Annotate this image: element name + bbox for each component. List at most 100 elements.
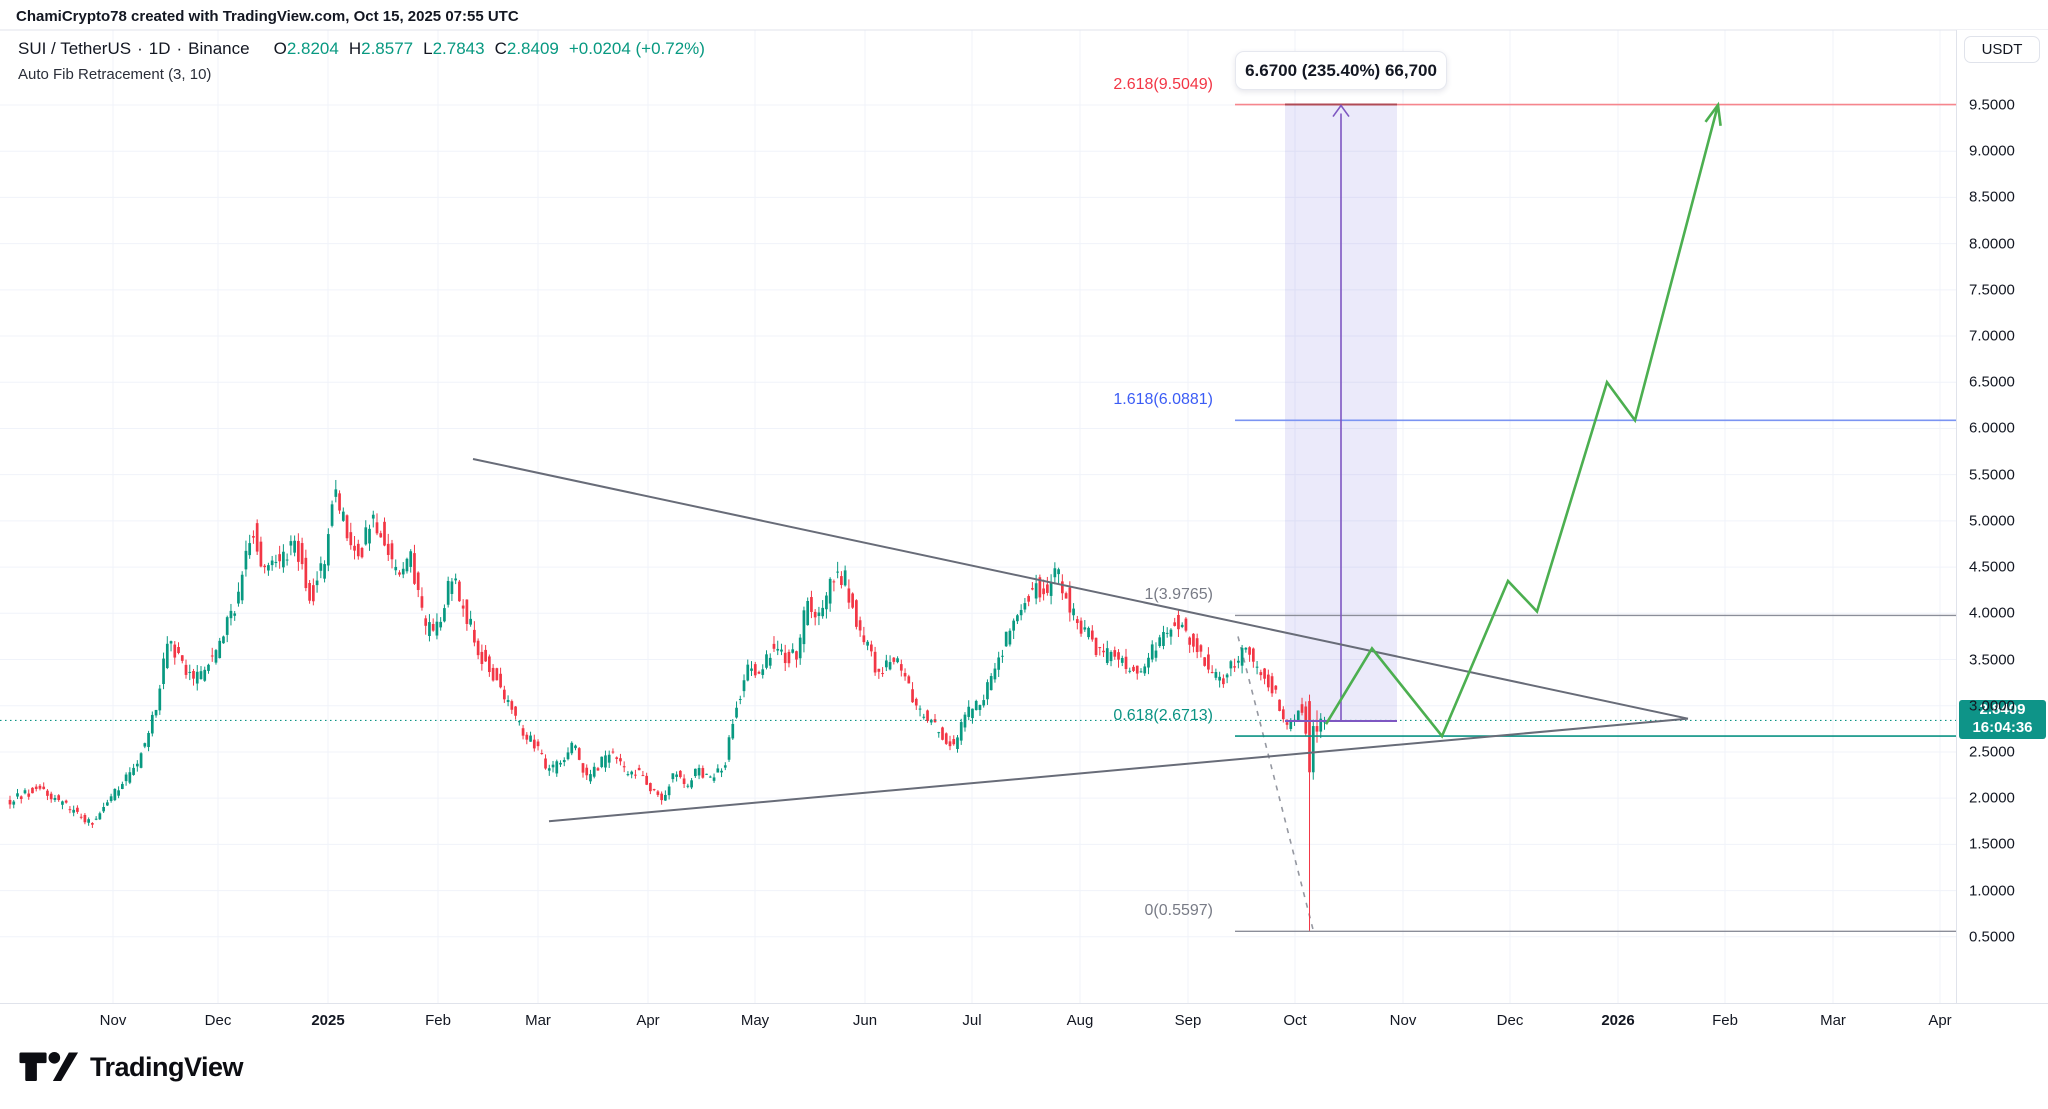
candle-body [383,521,386,546]
candle-body [330,504,334,526]
candle-body [840,576,843,586]
candle-body [240,574,244,601]
candle-body [323,564,326,579]
candle-body [948,741,952,747]
candle-body [109,796,113,801]
candle-body [371,514,375,519]
tradingview-logo-mark [19,1051,79,1082]
indicator-legend[interactable]: Auto Fib Retracement (3, 10) [18,66,212,83]
time-tick-label: May [740,1012,770,1029]
candle-body [1199,645,1203,652]
candle-body [1057,569,1060,575]
candle-body [300,543,304,565]
candle-body [1135,665,1139,674]
price-tick-label: 7.5000 [1969,281,2015,299]
candle-body [203,669,207,681]
candle-body [473,629,476,643]
price-tick-label: 4.0000 [1969,604,2015,622]
triangle-trend-line[interactable] [548,717,1689,823]
candle-body [311,585,315,602]
candle-body [1090,630,1094,640]
candle-body [128,772,132,783]
candle-body [795,651,798,660]
candle-body [1311,726,1315,773]
candle-body [693,768,697,777]
candle-body [1210,672,1214,674]
triangle-trend-line[interactable] [472,457,1689,720]
candle-body [716,768,720,773]
low-label: L [423,39,433,58]
candle-body [667,786,671,796]
candlestick-series [8,479,1326,932]
fib-label-0.618: 0.618(2.6713) [1113,707,1213,725]
candle-body [660,793,663,801]
candle-body [712,777,716,781]
candle-body [547,768,551,771]
symbol-name[interactable]: SUI / TetherUS [18,39,132,58]
candle-body [566,752,570,760]
candle-body [68,809,72,811]
high-value: 2.8577 [361,39,414,58]
candle-body [274,561,278,564]
candle-body [585,767,589,776]
candle-body [1019,609,1023,616]
time-axis[interactable]: Nov Dec 2025 Feb Mar Apr May Jun Jul Aug Sep Oct Nov… [0,1003,2048,1039]
projection-path-line[interactable] [1324,104,1720,739]
candle-body [738,698,742,700]
candle-body [986,682,989,700]
price-tick-label: 6.0000 [1969,419,2015,437]
legend-separator: · [176,39,183,58]
candle-body [502,689,506,700]
candle-body [162,658,165,685]
candle-body [896,658,899,663]
candle-body [1229,661,1233,669]
candle-body [746,664,750,681]
price-tick-label: 1.0000 [1969,882,2015,900]
candle-body [461,605,465,609]
candle-body [390,543,394,560]
candle-body [544,758,547,769]
candle-body [1087,627,1090,638]
candle-body [165,643,169,669]
candle-body [326,534,330,566]
candle-body [458,581,461,602]
candle-body [870,644,873,652]
candle-body [619,758,622,762]
fib-label-1.618: 1.618(6.0881) [1113,391,1213,409]
candle-body [195,671,199,684]
candle-body [570,742,574,754]
candle-body [652,789,656,791]
candle-body [413,553,416,584]
tradingview-logo-text: TradingView [90,1051,244,1082]
candle-body [12,801,16,805]
exchange-name[interactable]: Binance [188,39,250,58]
candle-body [210,655,214,657]
candle-body [1255,666,1259,668]
candle-body [237,591,240,604]
candle-body [825,595,828,610]
candle-body [229,610,233,619]
time-tick-label: Jul [962,1012,982,1029]
candle-body [214,650,218,663]
price-range-tooltip[interactable]: 6.6700 (235.40%) 66,700 [1235,51,1447,90]
candle-body [982,700,986,706]
price-axis[interactable]: USDT 2.8409 16:04:36 9.5000 9.0000 8.5000 8… [1956,30,2048,1003]
candle-body [937,732,941,734]
candle-body [903,672,907,677]
candle-body [645,775,648,785]
candle-body [551,764,555,768]
candle-body [1038,577,1042,598]
interval-value[interactable]: 1D [148,39,171,58]
candle-body [124,774,128,782]
currency-toggle-button[interactable]: USDT [1964,36,2040,63]
candle-body [634,774,637,776]
candle-body [1240,647,1244,666]
candle-body [139,753,143,768]
candle-body [319,563,323,571]
tradingview-logo[interactable]: TradingView [18,1047,244,1087]
candle-body [956,737,959,749]
candle-body [1285,722,1289,725]
candle-body [375,522,379,534]
